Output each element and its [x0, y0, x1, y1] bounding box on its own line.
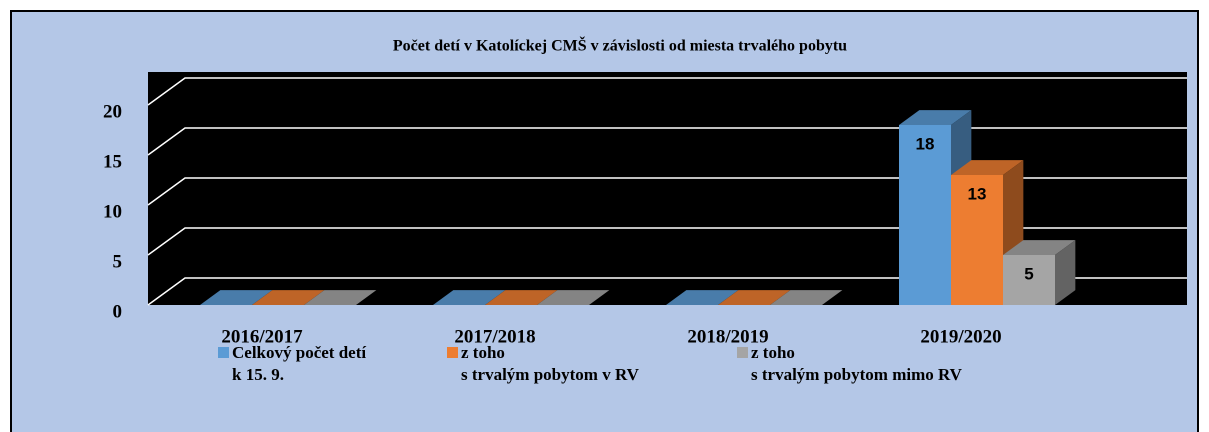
bar-top: [718, 290, 791, 305]
grid-line: [147, 77, 1187, 106]
bar-side: [1055, 240, 1076, 305]
bar-top: [951, 160, 1024, 175]
legend-label: z toho s trvalým pobytom mimo RV: [751, 343, 962, 384]
y-tick-label: 0: [113, 301, 123, 322]
y-tick-label: 5: [113, 251, 123, 272]
data-label: 13: [968, 184, 987, 203]
legend-swatch: [218, 347, 229, 358]
data-label: 5: [1024, 264, 1033, 283]
bar-top: [485, 290, 558, 305]
legend-swatch: [737, 347, 748, 358]
bar-top: [1003, 240, 1076, 255]
y-tick-label: 10: [103, 201, 122, 222]
bar-top: [433, 290, 506, 305]
x-tick-label: 2016/2017: [221, 326, 303, 347]
chart-title: Počet detí v Katolíckej CMŠ v závislosti…: [393, 36, 847, 55]
bar-top: [666, 290, 739, 305]
bar-top: [252, 290, 325, 305]
grid-line: [147, 227, 1187, 256]
data-label: 18: [916, 134, 935, 153]
bar: [899, 125, 951, 305]
legend-label: Celkový počet detí k 15. 9.: [232, 343, 367, 384]
y-tick-label: 20: [103, 101, 122, 122]
grid-line: [147, 177, 1187, 206]
bar: [951, 175, 1003, 305]
x-tick-label: 2017/2018: [454, 326, 535, 347]
bar-top: [899, 110, 972, 125]
bar-top: [304, 290, 377, 305]
bar-top: [537, 290, 610, 305]
legend-swatch: [447, 347, 458, 358]
grid-line: [147, 127, 1187, 156]
y-tick-label: 15: [103, 151, 122, 172]
x-tick-label: 2018/2019: [687, 326, 768, 347]
bar: [1003, 255, 1055, 305]
grid-line: [147, 277, 1187, 306]
bar-top: [200, 290, 273, 305]
x-tick-label: 2019/2020: [920, 326, 1001, 347]
legend-label: z toho s trvalým pobytom v RV: [461, 343, 639, 384]
bar-top: [770, 290, 843, 305]
